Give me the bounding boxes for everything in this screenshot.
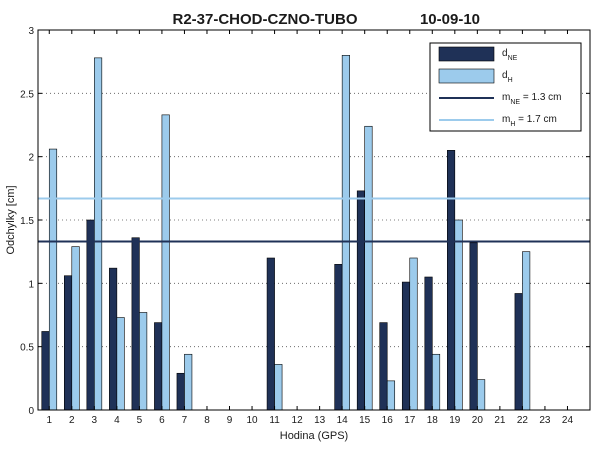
x-tick-label: 13 xyxy=(314,415,326,426)
legend-swatch-dH xyxy=(438,68,495,84)
x-tick-label: 15 xyxy=(359,415,371,426)
x-tick-label: 1 xyxy=(46,415,52,426)
y-axis-ticks: 0 0.5 1 1.5 2 2.5 3 xyxy=(20,26,590,417)
bar-dH xyxy=(48,148,58,411)
legend: dNE dH mNE = 1.3 cm mH = 1.7 cm xyxy=(429,42,582,132)
bar-dNE xyxy=(401,281,411,411)
x-tick-label: 20 xyxy=(472,415,484,426)
y-tick-label: 1.5 xyxy=(20,216,34,227)
y-axis-label: Odchylky [cm] xyxy=(5,185,17,254)
y-tick-label: 2.5 xyxy=(20,89,34,100)
x-tick-label: 18 xyxy=(427,415,439,426)
reference-lines xyxy=(38,197,590,243)
bar-dH xyxy=(409,257,418,411)
x-tick-label: 12 xyxy=(292,415,304,426)
x-tick-label: 5 xyxy=(137,415,143,426)
bar-dH xyxy=(364,125,373,411)
x-tick-label: 2 xyxy=(69,415,75,426)
x-tick-label: 3 xyxy=(92,415,98,426)
chart-date: 10-09-10 xyxy=(420,11,480,28)
x-tick-label: 19 xyxy=(449,415,461,426)
bar-dNE xyxy=(356,190,365,411)
y-tick-label: 2 xyxy=(28,153,34,164)
bar-dH xyxy=(386,380,396,411)
x-tick-label: 23 xyxy=(539,415,551,426)
x-tick-label: 16 xyxy=(382,415,394,426)
legend-label-mH: mH = 1.7 cm xyxy=(502,114,557,128)
bar-dNE xyxy=(154,322,163,411)
bar-dH xyxy=(184,353,193,411)
bar-dNE xyxy=(447,150,456,411)
grid-lines xyxy=(38,92,590,348)
legend-label-dNE: dNE xyxy=(502,48,518,62)
legend-label-dH: dH xyxy=(502,70,513,84)
bar-dH xyxy=(274,364,283,411)
bars-group xyxy=(41,55,531,411)
bar-dNE xyxy=(63,275,73,411)
bar-dH xyxy=(431,353,441,411)
y-tick-label: 3 xyxy=(28,26,34,37)
bar-dH xyxy=(139,312,148,411)
bar-dNE xyxy=(514,293,523,411)
x-tick-label: 4 xyxy=(114,415,120,426)
bar-dNE xyxy=(379,322,388,411)
bar-dH xyxy=(71,246,80,411)
x-tick-label: 22 xyxy=(517,415,529,426)
bar-dH xyxy=(161,114,170,411)
bar-dNE xyxy=(424,276,433,411)
x-axis-ticks: 1 2 3 4 5 6 7 8 9 10 11 12 13 14 15 16 17 18 19 20 21 22 23 24 xyxy=(46,30,573,426)
bar-dNE xyxy=(266,257,275,411)
x-tick-label: 14 xyxy=(337,415,349,426)
y-tick-label: 0 xyxy=(28,406,34,417)
bar-dNE xyxy=(109,267,118,411)
bar-dNE xyxy=(131,237,140,411)
bar-dNE xyxy=(469,242,478,411)
y-tick-label: 1 xyxy=(28,279,34,290)
y-tick-label: 0.5 xyxy=(20,343,34,354)
bar-dH xyxy=(94,57,103,411)
legend-swatch-dNE xyxy=(438,46,495,62)
x-tick-label: 24 xyxy=(562,415,574,426)
x-axis-label: Hodina (GPS) xyxy=(280,430,348,442)
bar-dH xyxy=(116,317,125,411)
chart-title: R2-37-CHOD-CZNO-TUBO xyxy=(173,11,358,28)
x-tick-label: 9 xyxy=(227,415,233,426)
bar-dNE xyxy=(334,264,343,411)
bar-dH xyxy=(477,379,486,411)
bar-dNE xyxy=(41,331,50,411)
x-tick-label: 7 xyxy=(182,415,188,426)
bar-dNE xyxy=(86,219,95,411)
bar-dH xyxy=(341,55,350,411)
bar-dH xyxy=(454,219,463,411)
x-tick-label: 6 xyxy=(159,415,165,426)
x-tick-label: 11 xyxy=(269,415,280,426)
bar-dH xyxy=(522,251,531,411)
x-tick-label: 21 xyxy=(494,415,506,426)
x-tick-label: 8 xyxy=(204,415,210,426)
x-tick-label: 10 xyxy=(246,415,258,426)
legend-label-mNE: mNE = 1.3 cm xyxy=(502,92,561,106)
x-tick-label: 17 xyxy=(404,415,416,426)
bar-dNE xyxy=(176,372,185,411)
